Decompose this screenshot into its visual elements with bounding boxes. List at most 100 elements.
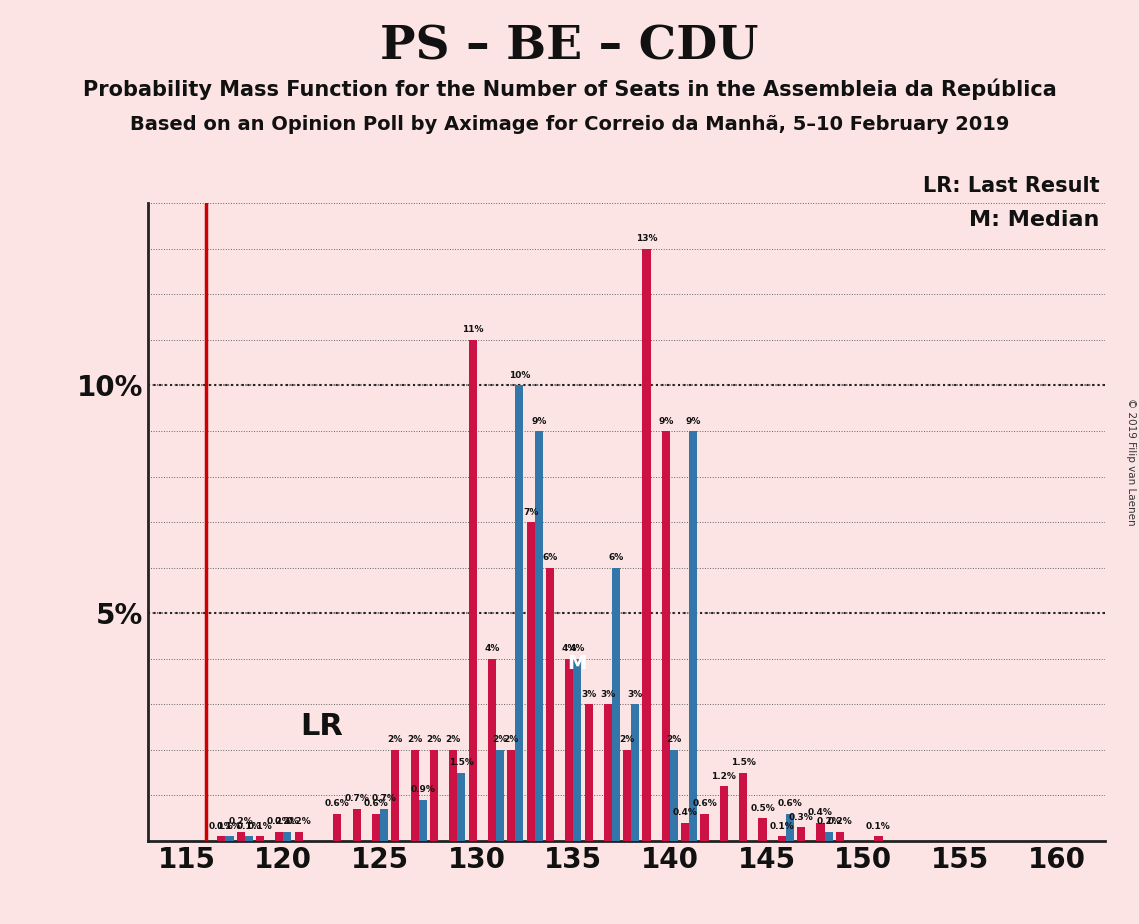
Bar <box>875 836 883 841</box>
Text: 4%: 4% <box>570 644 585 653</box>
Text: 6%: 6% <box>608 553 624 562</box>
Text: 0.2%: 0.2% <box>817 817 841 826</box>
Bar <box>778 836 786 841</box>
Text: 0.9%: 0.9% <box>410 785 435 795</box>
Text: 1.5%: 1.5% <box>449 758 474 767</box>
Bar <box>410 749 419 841</box>
Text: 9%: 9% <box>686 417 700 426</box>
Bar <box>739 772 747 841</box>
Text: 2%: 2% <box>445 736 461 745</box>
Text: 2%: 2% <box>620 736 634 745</box>
Bar <box>631 704 639 841</box>
Bar <box>534 431 543 841</box>
Text: 3%: 3% <box>581 689 596 699</box>
Text: 0.1%: 0.1% <box>866 821 891 831</box>
Text: LR: Last Result: LR: Last Result <box>923 176 1099 196</box>
Bar <box>681 822 689 841</box>
Text: 0.2%: 0.2% <box>228 817 253 826</box>
Text: 0.6%: 0.6% <box>693 799 716 808</box>
Text: 7%: 7% <box>523 507 539 517</box>
Text: 4%: 4% <box>562 644 577 653</box>
Bar <box>468 340 476 841</box>
Bar <box>700 813 708 841</box>
Bar <box>380 809 388 841</box>
Text: © 2019 Filip van Laenen: © 2019 Filip van Laenen <box>1126 398 1136 526</box>
Bar <box>419 800 427 841</box>
Bar <box>565 659 573 841</box>
Bar <box>836 832 844 841</box>
Bar <box>256 836 264 841</box>
Bar <box>276 832 284 841</box>
Bar <box>458 772 466 841</box>
Bar <box>372 813 380 841</box>
Bar <box>334 813 342 841</box>
Bar <box>391 749 400 841</box>
Bar <box>487 659 495 841</box>
Text: 2%: 2% <box>492 736 508 745</box>
Bar <box>515 385 524 841</box>
Text: 9%: 9% <box>531 417 547 426</box>
Bar <box>612 567 620 841</box>
Text: 0.7%: 0.7% <box>344 795 369 804</box>
Text: LR: LR <box>301 711 344 741</box>
Text: 0.1%: 0.1% <box>770 821 794 831</box>
Bar <box>237 832 245 841</box>
Text: 0.1%: 0.1% <box>247 821 272 831</box>
Text: 0.1%: 0.1% <box>237 821 261 831</box>
Text: 0.6%: 0.6% <box>325 799 350 808</box>
Bar <box>245 836 253 841</box>
Bar <box>284 832 292 841</box>
Bar <box>495 749 505 841</box>
Text: 3%: 3% <box>628 689 644 699</box>
Text: 10%: 10% <box>509 371 530 380</box>
Bar <box>642 249 650 841</box>
Text: 0.5%: 0.5% <box>751 804 775 812</box>
Bar <box>353 809 361 841</box>
Bar <box>546 567 554 841</box>
Bar <box>759 818 767 841</box>
Text: 1.5%: 1.5% <box>731 758 755 767</box>
Text: 9%: 9% <box>658 417 673 426</box>
Bar <box>226 836 233 841</box>
Text: Based on an Opinion Poll by Aximage for Correio da Manhã, 5–10 February 2019: Based on an Opinion Poll by Aximage for … <box>130 116 1009 135</box>
Text: 0.6%: 0.6% <box>778 799 802 808</box>
Text: M: Median: M: Median <box>969 210 1099 230</box>
Bar <box>662 431 670 841</box>
Text: 1.2%: 1.2% <box>712 772 736 781</box>
Bar <box>689 431 697 841</box>
Bar <box>786 813 794 841</box>
Bar <box>429 749 439 841</box>
Bar <box>623 749 631 841</box>
Bar <box>604 704 612 841</box>
Text: 0.2%: 0.2% <box>827 817 852 826</box>
Text: 4%: 4% <box>484 644 500 653</box>
Text: 0.3%: 0.3% <box>789 813 813 821</box>
Text: 2%: 2% <box>387 736 403 745</box>
Text: 0.6%: 0.6% <box>363 799 388 808</box>
Bar <box>825 832 833 841</box>
Bar <box>526 522 534 841</box>
Text: 0.1%: 0.1% <box>218 821 241 831</box>
Bar <box>507 749 515 841</box>
Bar <box>218 836 226 841</box>
Text: 6%: 6% <box>542 553 557 562</box>
Text: 0.2%: 0.2% <box>274 817 300 826</box>
Text: PS – BE – CDU: PS – BE – CDU <box>380 23 759 69</box>
Bar <box>817 822 825 841</box>
Text: Probability Mass Function for the Number of Seats in the Assembleia da República: Probability Mass Function for the Number… <box>83 79 1056 100</box>
Text: 0.2%: 0.2% <box>267 817 292 826</box>
Bar <box>797 827 805 841</box>
Text: 2%: 2% <box>407 736 423 745</box>
Text: 0.2%: 0.2% <box>286 817 311 826</box>
Bar <box>449 749 458 841</box>
Bar <box>295 832 303 841</box>
Bar <box>584 704 592 841</box>
Bar <box>670 749 678 841</box>
Text: 11%: 11% <box>461 325 483 334</box>
Text: 2%: 2% <box>426 736 442 745</box>
Text: 3%: 3% <box>600 689 615 699</box>
Bar <box>573 659 581 841</box>
Text: 0.4%: 0.4% <box>673 808 698 817</box>
Text: 0.7%: 0.7% <box>371 795 396 804</box>
Bar <box>720 786 728 841</box>
